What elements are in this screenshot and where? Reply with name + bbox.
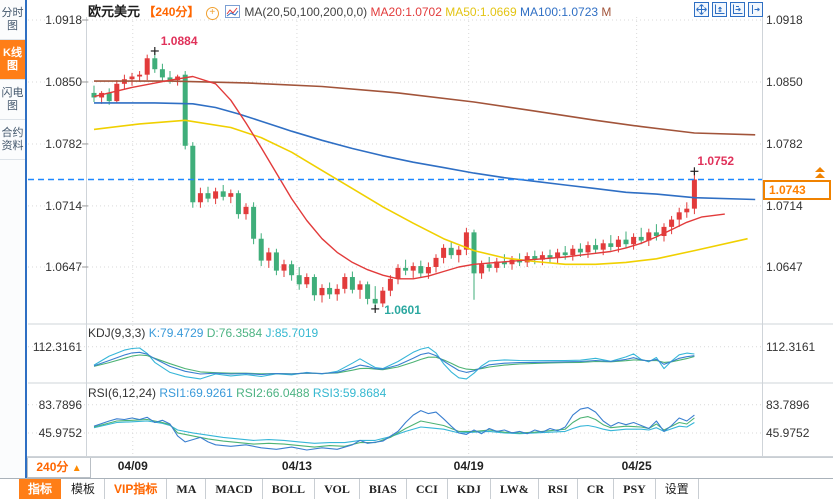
time-axis-label: 04/25: [621, 459, 652, 473]
toolbar-item-rsi[interactable]: RSI: [539, 479, 578, 499]
shift-right-icon[interactable]: [748, 2, 763, 17]
toolbar-item-[interactable]: 模板: [62, 479, 106, 499]
high-price-annotation: 1.0884: [160, 33, 198, 48]
toolbar-item-[interactable]: 指标: [19, 479, 62, 499]
price-tick-label: 1.0918: [45, 13, 82, 27]
toolbar-item-[interactable]: 设置: [656, 479, 699, 499]
toolbar-item-bias[interactable]: BIAS: [360, 479, 407, 499]
toolbar-item-cci[interactable]: CCI: [407, 479, 448, 499]
ma100-value: MA100:1.0723: [519, 5, 599, 19]
price-tick-label: 1.0714: [45, 198, 82, 213]
sidebar-item-lightning-chart[interactable]: 闪电图: [0, 80, 25, 120]
time-axis: 240分 ▲ 04/09 04/13 04/19 04/25: [0, 457, 833, 478]
rsi-tick-label: 83.7896: [38, 397, 82, 412]
toolbar-item-psy[interactable]: PSY: [614, 479, 656, 499]
kdj-tick-label: 112.3161: [766, 339, 816, 354]
time-axis-label: 04/13: [281, 459, 312, 473]
rsi1-value: RSI1:69.9261: [159, 386, 233, 400]
zoom-y-axis-icon[interactable]: [712, 2, 727, 17]
symbol-name: 欧元美元: [88, 4, 141, 19]
toolbar-item-lw[interactable]: LW&: [491, 479, 539, 499]
last-high-annotation: 1.0752: [697, 154, 735, 169]
price-tick-label: 1.0647: [45, 259, 82, 274]
kdj-tick-label: 112.3161: [32, 339, 82, 354]
pan-tool-icon[interactable]: [694, 2, 709, 17]
indicator-chart-icon[interactable]: [225, 5, 241, 18]
period-selector[interactable]: 240分 ▲: [27, 458, 91, 478]
zoom-x-axis-icon[interactable]: [730, 2, 745, 17]
low-price-annotation: 1.0601: [384, 302, 421, 317]
rsi-tick-label: 45.9752: [38, 425, 82, 440]
chart-header: 欧元美元 【240分】 + MA(20,50,100,200,0,0) MA20…: [88, 1, 612, 20]
kdj-title: KDJ(9,3,3): [88, 326, 146, 340]
sidebar-item-kline-chart[interactable]: K线图: [0, 40, 25, 80]
left-sidebar: 分时图 K线图 闪电图 合约资料: [0, 0, 27, 478]
price-tick-label: 1.0850: [45, 74, 82, 89]
price-tick-label: 1.0714: [766, 198, 803, 213]
kdj-j-value: J:85.7019: [265, 326, 319, 340]
period-selector-label: 240分: [36, 460, 69, 474]
price-tick-label: 1.0782: [766, 136, 803, 151]
chart-tool-icons: [694, 2, 763, 17]
rsi-header: RSI(6,12,24) RSI1:69.9261 RSI2:66.0488 R…: [88, 386, 386, 400]
ma50-value: MA50:1.0669: [445, 5, 517, 19]
sidebar-item-time-chart[interactable]: 分时图: [0, 0, 25, 40]
rsi-title: RSI(6,12,24): [88, 386, 157, 400]
toolbar-item-vol[interactable]: VOL: [315, 479, 360, 499]
toolbar-item-vip[interactable]: VIP指标: [105, 479, 168, 499]
kdj-header: KDJ(9,3,3) K:79.4729 D:76.3584 J:85.7019: [88, 326, 318, 340]
time-axis-label: 04/19: [453, 459, 484, 473]
toolbar-item-cr[interactable]: CR: [578, 479, 615, 499]
toolbar-item-ma[interactable]: MA: [167, 479, 207, 499]
kdj-d-value: D:76.3584: [206, 326, 263, 340]
toolbar-item-macd[interactable]: MACD: [206, 479, 263, 499]
current-price-tag: 1.0743: [763, 180, 831, 201]
indicator-toolbar: 指标 模板 VIP指标 MA MACD BOLL VOL BIAS CCI KDJ LW& RSI CR…: [0, 478, 833, 499]
price-tick-label: 1.0782: [45, 136, 82, 151]
rsi-tick-label: 45.9752: [766, 425, 810, 440]
add-overlay-icon[interactable]: +: [205, 7, 219, 20]
price-tick-label: 1.0647: [766, 259, 803, 274]
period-label: 【240分】: [143, 5, 200, 19]
price-tick-label: 1.0918: [766, 13, 803, 27]
price-tick-label: 1.0850: [766, 74, 803, 89]
period-up-arrow-icon: ▲: [71, 463, 82, 474]
rsi-tick-label: 83.7896: [766, 397, 810, 412]
ma-settings-label: MA(20,50,100,200,0,0): [244, 5, 368, 19]
sidebar-item-contract-info[interactable]: 合约资料: [0, 120, 25, 160]
toolbar-item-boll[interactable]: BOLL: [263, 479, 316, 499]
kdj-k-value: K:79.4729: [148, 326, 204, 340]
time-axis-label: 04/09: [117, 459, 148, 473]
toolbar-item-kdj[interactable]: KDJ: [448, 479, 491, 499]
rsi3-value: RSI3:59.8684: [312, 386, 387, 400]
rsi2-value: RSI2:66.0488: [236, 386, 310, 400]
ma200-value-truncated: M: [601, 5, 612, 19]
ma20-value: MA20:1.0702: [370, 5, 442, 19]
